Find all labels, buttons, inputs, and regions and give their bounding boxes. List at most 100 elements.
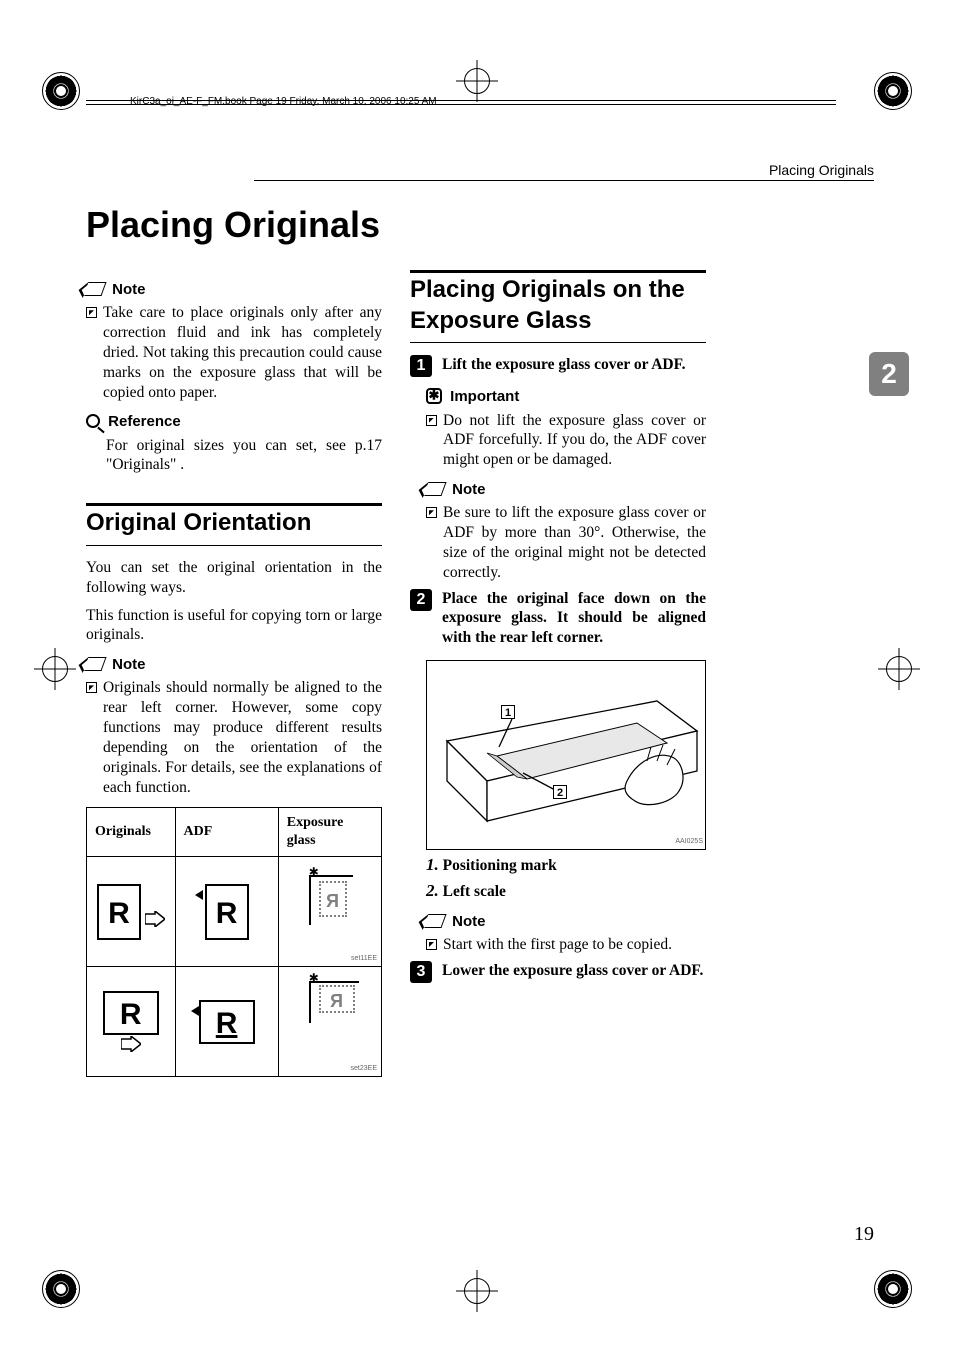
note-heading: Note <box>86 655 382 674</box>
bullet-icon <box>426 939 437 950</box>
crop-mark-tl <box>42 72 80 110</box>
header-rule <box>254 180 874 181</box>
chapter-tab: 2 <box>869 352 909 396</box>
figure-callout-1: 1 <box>501 705 515 719</box>
cell-original-portrait: R <box>87 857 176 967</box>
note-text: Originals should normally be aligned to … <box>103 678 382 797</box>
book-tag: KirC3a_oi_AE-F_FM.book Page 19 Friday, M… <box>130 96 437 107</box>
note-heading: Note <box>426 912 706 931</box>
note-text: Start with the first page to be copied. <box>443 935 672 955</box>
figure-svg <box>427 661 706 850</box>
page-number: 19 <box>854 1223 874 1246</box>
bullet-icon <box>426 415 437 426</box>
h2-rule-top <box>410 270 706 273</box>
section-heading: Original Orientation <box>86 508 382 539</box>
crop-mark-tr <box>874 72 912 110</box>
r-glyph: R <box>205 884 249 940</box>
step-text: Lower the exposure glass cover or ADF. <box>442 961 706 983</box>
bullet-icon <box>426 507 437 518</box>
th-adf: ADF <box>175 808 278 857</box>
right-column: Placing Originals on the Exposure Glass … <box>410 270 706 1077</box>
pencil-icon <box>83 282 106 296</box>
important-text: Do not lift the exposure glass cover or … <box>443 411 706 470</box>
important-icon <box>426 388 442 404</box>
caret-icon <box>195 890 203 900</box>
note-label-text: Note <box>112 281 145 298</box>
important-heading: Important <box>426 387 706 406</box>
figure-callout-2: 2 <box>553 785 567 799</box>
section-heading: Placing Originals on the Exposure Glass <box>410 275 706 336</box>
cell-glass-portrait: ✱ R set11EE <box>278 857 381 967</box>
reference-text: For original sizes you can set, see p.17… <box>106 436 382 476</box>
page-title: Placing Originals <box>86 204 380 246</box>
paragraph: You can set the original orientation in … <box>86 558 382 598</box>
scale-line <box>309 875 353 877</box>
note-bullet: Originals should normally be aligned to … <box>86 678 382 797</box>
scale-line <box>309 981 359 983</box>
arrow-icon <box>145 911 165 927</box>
pencil-icon <box>83 657 106 671</box>
scale-line <box>309 981 311 1023</box>
caption-text: Left scale <box>443 883 506 900</box>
registration-bottom <box>456 1270 498 1312</box>
important-bullet: Do not lift the exposure glass cover or … <box>426 411 706 470</box>
cell-code: set11EE <box>351 955 377 964</box>
step-text: Place the original face down on the expo… <box>442 589 706 648</box>
scale-line <box>309 875 311 925</box>
left-column: Note Take care to place originals only a… <box>86 270 382 1077</box>
note-bullet: Start with the first page to be copied. <box>426 935 706 955</box>
crop-mark-br <box>874 1270 912 1308</box>
cell-code: set23EE <box>351 1065 377 1074</box>
figure-code: AAI025S <box>675 838 703 847</box>
cell-adf-portrait: R <box>175 857 278 967</box>
h2-rule-top <box>86 503 382 506</box>
important-label-text: Important <box>450 388 519 405</box>
h2-rule-bot <box>410 342 706 343</box>
pencil-icon <box>423 914 446 928</box>
running-header: Placing Originals <box>769 162 874 178</box>
step-text: Lift the exposure glass cover or ADF. <box>442 355 706 377</box>
r-glyph: R <box>199 1000 255 1044</box>
registration-right <box>878 648 920 690</box>
r-glyph: R <box>103 991 159 1035</box>
th-exposure: Exposure glass <box>278 808 381 857</box>
step-number-badge: 1 <box>410 355 432 377</box>
figure-exposure-glass: 1 2 AAI025S <box>426 660 706 850</box>
bullet-icon <box>86 682 97 693</box>
caret-icon <box>191 1006 199 1016</box>
caption-number: 2. <box>426 881 439 900</box>
bullet-icon <box>86 307 97 318</box>
h2-rule-bot <box>86 545 382 546</box>
reference-heading: Reference <box>86 412 382 431</box>
dotted-r-glyph: R <box>319 985 355 1013</box>
note-heading: Note <box>86 280 382 299</box>
crop-mark-bl <box>42 1270 80 1308</box>
dotted-r-glyph: R <box>319 881 347 917</box>
two-column-body: Note Take care to place originals only a… <box>86 270 706 1077</box>
step-number-badge: 3 <box>410 961 432 983</box>
magnify-icon <box>86 414 100 428</box>
r-glyph: R <box>97 884 141 940</box>
cell-adf-landscape: R <box>175 967 278 1077</box>
note-text: Take care to place originals only after … <box>103 303 382 402</box>
note-bullet: Be sure to lift the exposure glass cover… <box>426 503 706 582</box>
step-1: 1 Lift the exposure glass cover or ADF. <box>410 355 706 377</box>
note-label-text: Note <box>112 656 145 673</box>
orientation-table: Originals ADF Exposure glass R R <box>86 807 382 1077</box>
caption-number: 1. <box>426 855 439 874</box>
registration-left <box>34 648 76 690</box>
note-label-text: Note <box>452 913 485 930</box>
note-text: Be sure to lift the exposure glass cover… <box>443 503 706 582</box>
note-label-text: Note <box>452 481 485 498</box>
arrow-icon <box>121 1036 141 1052</box>
step-number-badge: 2 <box>410 589 432 611</box>
note-bullet: Take care to place originals only after … <box>86 303 382 402</box>
step-2: 2 Place the original face down on the ex… <box>410 589 706 648</box>
note-heading: Note <box>426 480 706 499</box>
page-frame: KirC3a_oi_AE-F_FM.book Page 19 Friday, M… <box>86 96 874 1246</box>
reference-label-text: Reference <box>108 413 181 430</box>
paragraph: This function is useful for copying torn… <box>86 606 382 646</box>
cell-glass-landscape: ✱ R set23EE <box>278 967 381 1077</box>
cell-original-landscape: R <box>87 967 176 1077</box>
pencil-icon <box>423 482 446 496</box>
